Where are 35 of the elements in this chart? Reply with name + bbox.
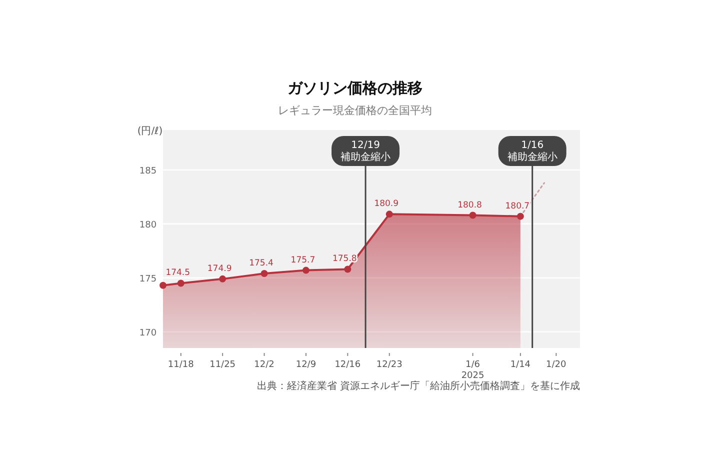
data-label: 175.7 xyxy=(290,255,316,266)
y-tick-label: 175 xyxy=(139,274,157,284)
point xyxy=(160,282,166,289)
point xyxy=(177,280,184,287)
data-label: 174.5 xyxy=(166,268,190,278)
chart-title: ガソリン価格の推移 xyxy=(288,79,422,97)
point xyxy=(219,275,226,282)
data-label: 180.8 xyxy=(458,200,482,210)
data-label: 180.9 xyxy=(374,199,399,210)
data-label: 180.7 xyxy=(505,201,530,212)
chart-subtitle: レギュラー現金価格の全国平均 xyxy=(278,104,432,117)
ref-line-label: 12/19 補助金縮小 xyxy=(340,140,391,163)
y-axis-title: (円/ℓ) xyxy=(137,126,163,137)
x-tick-label: 11/25 xyxy=(210,360,236,370)
x-tick-label: 12/23 xyxy=(376,360,402,370)
point xyxy=(469,212,476,219)
point xyxy=(302,266,310,274)
x-tick-label: 12/2 xyxy=(254,360,274,370)
source-note: 出典：経済産業省 資源エネルギー庁「給油所小売価格調査」を基に作成 xyxy=(256,380,580,392)
y-tick-label: 170 xyxy=(139,328,157,338)
point xyxy=(260,270,268,278)
data-label: 175.4 xyxy=(249,258,274,269)
point xyxy=(386,210,393,218)
x-tick-label: 12/9 xyxy=(296,360,316,370)
x-tick-label: 1/14 xyxy=(510,360,531,370)
x-tick-label: 1/20 xyxy=(546,360,567,370)
point xyxy=(344,266,352,273)
x-tick-label: 1/6 2025 xyxy=(461,360,484,381)
x-tick-label: 12/16 xyxy=(334,360,361,370)
y-tick-label: 180 xyxy=(139,220,157,230)
x-tick-label: 11/18 xyxy=(168,360,194,370)
data-label: 174.9 xyxy=(207,264,232,274)
ref-line-label: 1/16 補助金縮小 xyxy=(507,140,558,163)
y-tick-label: 185 xyxy=(139,166,157,176)
point xyxy=(516,212,524,220)
